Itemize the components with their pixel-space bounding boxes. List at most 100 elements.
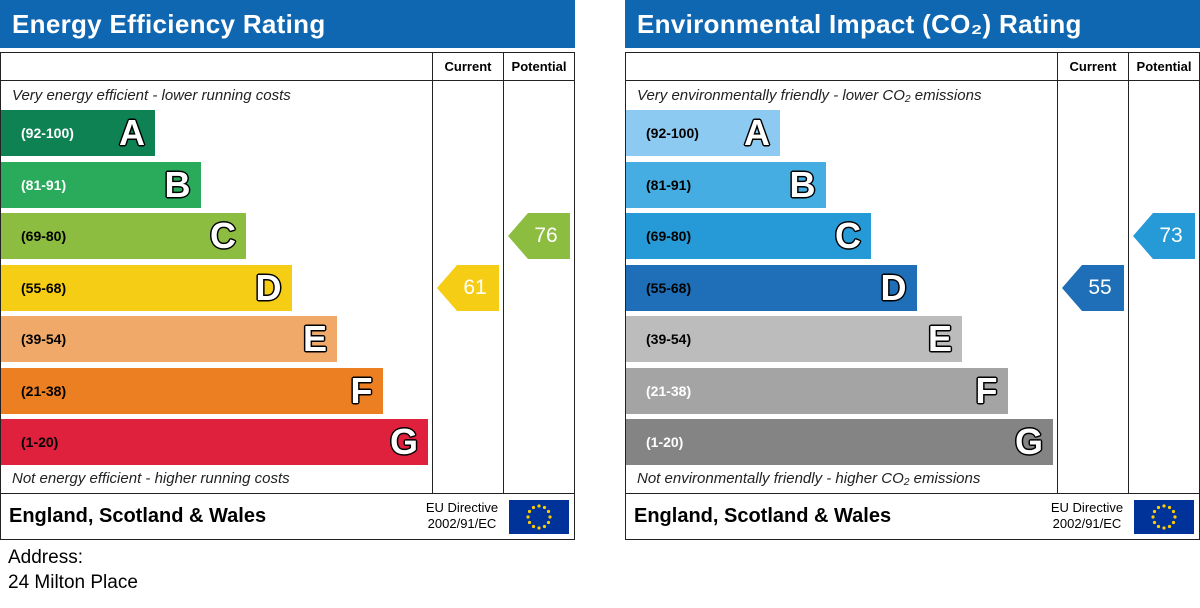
band-range-label: (21-38)	[21, 382, 67, 399]
band-letter: F	[350, 369, 373, 411]
eu-star	[546, 520, 551, 525]
eu-flag-icon	[509, 500, 569, 534]
rating-value: 76	[534, 224, 558, 247]
current-column-header: Current	[1069, 59, 1117, 74]
divider	[0, 80, 575, 81]
band-c: (69-80) C	[1, 213, 246, 259]
eu-star	[526, 515, 530, 519]
divider	[625, 493, 1200, 494]
band-range-label: (1-20)	[646, 434, 684, 450]
band-range-label: (69-80)	[21, 228, 67, 244]
band-range-label: (69-80)	[646, 228, 692, 244]
rating-value: 55	[1088, 275, 1112, 299]
energy-efficiency-chart: Energy Efficiency Rating Current Potenti…	[0, 0, 575, 540]
band-a: (92-100) A	[626, 110, 780, 156]
eu-directive-label: EU Directive	[1050, 500, 1124, 515]
top-note: Very energy efficient - lower running co…	[12, 87, 291, 104]
band-range-label: (21-38)	[646, 382, 692, 399]
band-letter: B	[164, 163, 191, 205]
eu-star	[1173, 515, 1177, 519]
top-note: Very environmentally friendly - lower CO…	[637, 87, 982, 104]
potential-column-header: Potential	[511, 59, 567, 74]
eu-star	[1171, 520, 1176, 525]
region-label: England, Scotland & Wales	[634, 505, 892, 527]
arrow-shape	[437, 264, 499, 311]
band-letter: B	[789, 163, 816, 205]
eu-star	[546, 509, 551, 514]
arrow-shape	[508, 213, 570, 259]
environmental-impact-chart: Environmental Impact (CO₂) Rating Curren…	[625, 0, 1200, 540]
band-f: (21-38) F	[626, 367, 1008, 414]
band-range-label: (81-91)	[646, 176, 692, 193]
address-label: Address:	[8, 547, 83, 568]
band-b: (81-91) B	[626, 161, 826, 208]
address-value: 24 Milton Place	[8, 572, 138, 593]
current-rating-arrow: 55	[1062, 264, 1124, 311]
divider	[625, 80, 1200, 81]
region-label: England, Scotland & Wales	[9, 505, 267, 527]
eu-directive-label: EU Directive	[425, 500, 499, 515]
band-range-label: (1-20)	[21, 434, 59, 450]
bottom-note: Not environmentally friendly - higher CO…	[637, 470, 981, 487]
eu-star	[527, 520, 532, 525]
potential-rating-arrow: 73	[1133, 213, 1195, 259]
rating-value: 61	[463, 275, 487, 299]
eu-star	[548, 515, 552, 519]
band-d: (55-68) D	[626, 264, 917, 311]
band-range-label: (92-100)	[21, 125, 74, 141]
eu-star	[537, 504, 541, 508]
arrow-shape	[1133, 213, 1195, 259]
band-letter: D	[255, 266, 282, 308]
potential-rating-arrow: 76	[508, 213, 570, 259]
divider	[1057, 52, 1058, 494]
band-letter: F	[975, 369, 998, 411]
band-letter: A	[744, 112, 770, 153]
eu-directive-number: 2002/91/EC	[427, 516, 497, 531]
band-range-label: (39-54)	[21, 331, 67, 347]
eu-star	[1156, 505, 1161, 510]
divider	[432, 52, 433, 494]
eu-star	[1171, 509, 1176, 514]
band-range-label: (55-68)	[646, 279, 692, 296]
chart-title: Environmental Impact (CO₂) Rating	[625, 0, 1200, 48]
rating-value: 73	[1159, 224, 1183, 247]
band-e: (39-54) E	[626, 316, 962, 362]
eu-star	[1167, 524, 1172, 529]
band-letter: E	[927, 318, 952, 359]
eu-directive-text: EU Directive 2002/91/EC	[1037, 500, 1137, 532]
eu-star	[1152, 520, 1157, 525]
divider	[0, 493, 575, 494]
band-b: (81-91) B	[1, 161, 201, 208]
eu-star	[1152, 509, 1157, 514]
chart-title: Energy Efficiency Rating	[0, 0, 575, 48]
band-d: (55-68) D	[1, 264, 292, 311]
band-letter: C	[210, 215, 236, 256]
address-block: Address: 24 Milton Place	[8, 545, 138, 595]
divider	[503, 52, 504, 494]
arrow-shape	[1062, 264, 1124, 311]
eu-star	[542, 505, 547, 510]
potential-column-header: Potential	[1136, 59, 1192, 74]
eu-star	[531, 524, 536, 529]
eu-star	[527, 509, 532, 514]
band-range-label: (39-54)	[646, 331, 692, 347]
band-g: (1-20) G	[626, 419, 1053, 465]
band-e: (39-54) E	[1, 316, 337, 362]
eu-star	[1162, 504, 1166, 508]
band-range-label: (81-91)	[21, 176, 67, 193]
eu-star	[1156, 524, 1161, 529]
band-range-label: (55-68)	[21, 279, 67, 296]
bottom-note: Not energy efficient - higher running co…	[12, 470, 290, 487]
current-column-header: Current	[444, 59, 492, 74]
band-letter: A	[119, 112, 145, 153]
eu-star	[542, 524, 547, 529]
eu-directive-number: 2002/91/EC	[1052, 516, 1122, 531]
eu-directive-text: EU Directive 2002/91/EC	[412, 500, 512, 532]
eu-star	[531, 505, 536, 510]
band-letter: G	[389, 421, 418, 462]
eu-star	[537, 526, 541, 530]
divider	[1128, 52, 1129, 494]
eu-star	[1167, 505, 1172, 510]
eu-star	[1162, 526, 1166, 530]
eu-flag-icon	[1134, 500, 1194, 534]
